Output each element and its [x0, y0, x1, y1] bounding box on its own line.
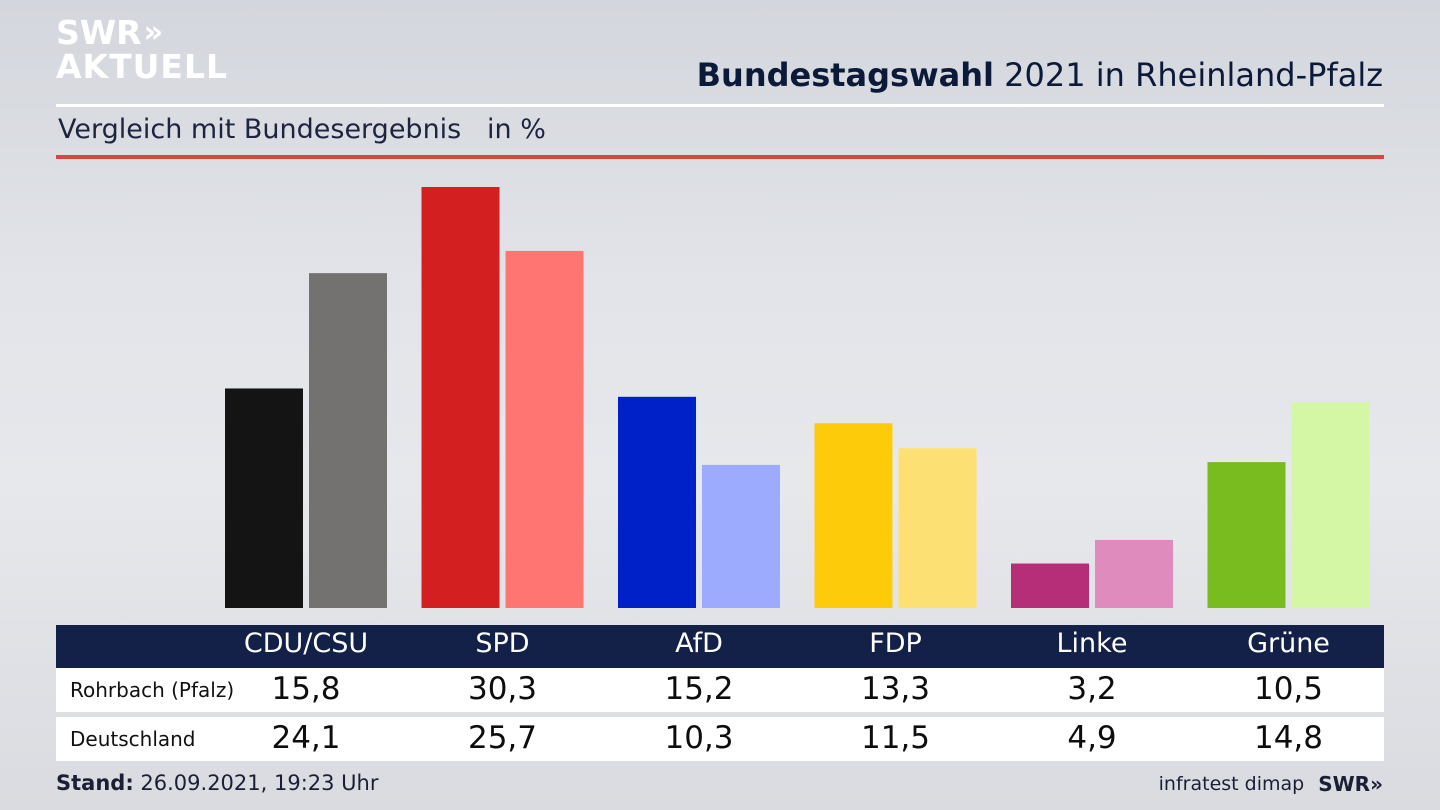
logo-swr-text: SWR [56, 13, 142, 52]
accent-divider [56, 155, 1384, 159]
row-label: Rohrbach (Pfalz) [70, 678, 235, 702]
title-rest: 2021 in Rheinland-Pfalz [994, 56, 1383, 94]
stand-value: 26.09.2021, 19:23 Uhr [133, 771, 379, 795]
bar-rohrbach-3 [814, 423, 893, 608]
column-header: SPD [475, 628, 530, 659]
table-cell: 15,2 [664, 671, 734, 707]
stand-label: Stand: [56, 771, 134, 795]
table-cell: 14,8 [1253, 720, 1324, 756]
bar-rohrbach-4 [1011, 563, 1089, 608]
column-header: Grüne [1247, 628, 1330, 659]
bar-rohrbach-2 [618, 396, 696, 608]
table-cell: 30,3 [467, 671, 538, 707]
double-chevron-icon: » [143, 15, 163, 50]
bar-rohrbach-5 [1207, 462, 1286, 608]
bar-rohrbach-1 [421, 187, 500, 608]
column-header: Linke [1056, 628, 1128, 659]
bar-deutschland-4 [1095, 539, 1173, 608]
table-cell: 15,8 [271, 671, 341, 707]
table-cell: 10,5 [1253, 671, 1324, 707]
page-title: Bundestagswahl 2021 in Rheinland-Pfalz [697, 56, 1383, 94]
row-label: Deutschland [70, 727, 196, 751]
swr-footer-text: SWR [1318, 772, 1371, 796]
title-divider [56, 104, 1384, 107]
table-cell: 3,2 [1067, 671, 1117, 707]
table-cell: 24,1 [271, 720, 341, 756]
bar-deutschland-3 [898, 448, 977, 608]
table-cell: 13,3 [860, 671, 931, 707]
bar-deutschland-1 [505, 250, 584, 608]
table-cell: 25,7 [467, 720, 538, 756]
table-row [56, 668, 1384, 712]
logo-aktuell-text: AKTUELL [56, 47, 229, 86]
table-cell: 4,9 [1067, 720, 1117, 756]
table-row [56, 717, 1384, 761]
chart-subtitle: Vergleich mit Bundesergebnis in % [58, 114, 546, 145]
table-cell: 11,5 [860, 720, 931, 756]
table-cell: 10,3 [664, 720, 734, 756]
swr-aktuell-logo: SWR» AKTUELL [56, 16, 228, 84]
bar-deutschland-2 [702, 464, 780, 608]
bar-deutschland-5 [1291, 402, 1370, 608]
bar-rohrbach-0 [225, 388, 303, 608]
table-header-row [56, 625, 1384, 668]
column-header: FDP [869, 628, 922, 659]
source-text: infratest dimap [1158, 773, 1305, 795]
column-header: AfD [675, 628, 723, 659]
swr-footer-logo: SWR» [1318, 772, 1383, 796]
column-header: CDU/CSU [243, 628, 369, 659]
bar-deutschland-0 [309, 273, 387, 608]
stand-timestamp: Stand: 26.09.2021, 19:23 Uhr [56, 771, 379, 795]
title-bold: Bundestagswahl [696, 56, 994, 94]
footer-source: infratest dimap SWR» [1159, 772, 1383, 796]
